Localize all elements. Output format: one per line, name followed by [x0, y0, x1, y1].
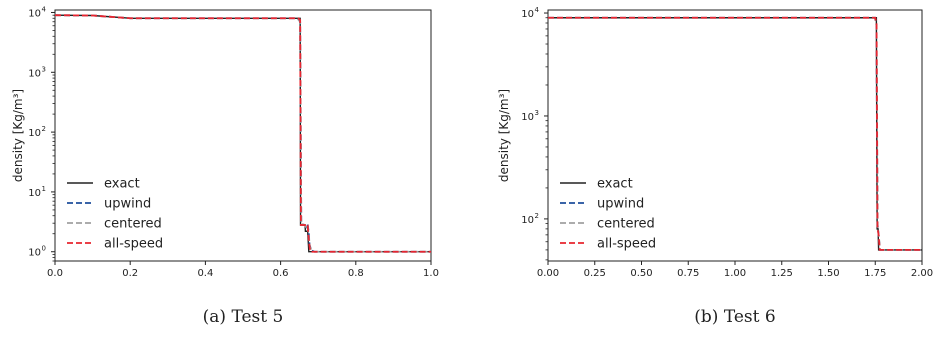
x-axis-ticks: 0.00 0.25 0.50 0.75 1.00 1.25 1.50 1.75 2.00: [537, 261, 933, 279]
legend-label-centered: centered: [104, 217, 162, 232]
x-tick-label: 1.00: [724, 268, 746, 279]
series-line-upwind: [548, 16, 922, 251]
y-tick-exponent: 2: [42, 125, 46, 133]
x-tick-label: 1.0: [423, 268, 439, 279]
x-tick-label: 0.8: [348, 268, 364, 279]
y-tick-label: 10: [521, 9, 534, 20]
y-tick-exponent: 3: [535, 109, 539, 117]
y-axis-label: density [Kg/m³]: [11, 89, 25, 182]
y-tick-exponent: 1: [42, 185, 46, 193]
y-tick-exponent: 4: [42, 5, 47, 13]
x-tick-label: 2.00: [911, 268, 933, 279]
series-line-all-speed: [54, 14, 431, 253]
legend-label-centered: centered: [597, 217, 655, 232]
x-tick-label: 0.50: [630, 268, 652, 279]
plot-frame: [54, 9, 432, 262]
legend-label-all-speed: all-speed: [104, 237, 163, 252]
y-tick-label: 10: [28, 188, 41, 199]
y-tick-label: 10: [28, 68, 41, 79]
panel-test-6: 0.00 0.25 0.50 0.75 1.00 1.25 1.50 1.75 2.00 10 2…: [497, 6, 933, 327]
x-tick-label: 0.00: [537, 268, 559, 279]
y-tick-exponent: 0: [42, 245, 46, 253]
x-tick-label: 0.2: [122, 268, 138, 279]
panel-caption: (a) Test 5: [203, 307, 284, 327]
series-group: [54, 14, 431, 253]
series-group: [548, 16, 922, 251]
legend-label-exact: exact: [104, 177, 140, 192]
x-tick-label: 0.4: [197, 268, 213, 279]
x-tick-label: 0.6: [273, 268, 289, 279]
y-tick-label: 10: [521, 215, 534, 226]
x-tick-label: 0.25: [584, 268, 606, 279]
x-tick-label: 0.75: [677, 268, 699, 279]
y-tick-exponent: 4: [535, 6, 540, 14]
y-tick-exponent: 3: [42, 65, 46, 73]
legend-label-exact: exact: [597, 177, 633, 192]
y-axis-label: density [Kg/m³]: [497, 89, 511, 182]
x-tick-label: 0.0: [47, 268, 63, 279]
legend: exact upwind centered all-speed: [560, 177, 656, 252]
legend: exact upwind centered all-speed: [67, 177, 163, 252]
series-line-exact: [548, 17, 922, 251]
x-tick-label: 1.25: [771, 268, 793, 279]
y-tick-label: 10: [28, 8, 41, 19]
x-tick-label: 1.50: [817, 268, 839, 279]
y-tick-exponent: 2: [535, 212, 539, 220]
legend-label-upwind: upwind: [597, 197, 644, 212]
x-axis-ticks: 0.0 0.2 0.4 0.6 0.8 1.0: [47, 261, 439, 279]
y-tick-label: 10: [521, 112, 534, 123]
x-tick-label: 1.75: [864, 268, 886, 279]
y-tick-label: 10: [28, 128, 41, 139]
legend-label-upwind: upwind: [104, 197, 151, 212]
legend-label-all-speed: all-speed: [597, 237, 656, 252]
series-line-all-speed: [548, 16, 922, 251]
panel-caption: (b) Test 6: [694, 307, 775, 327]
series-line-centered: [548, 16, 922, 251]
y-tick-label: 10: [28, 248, 41, 259]
